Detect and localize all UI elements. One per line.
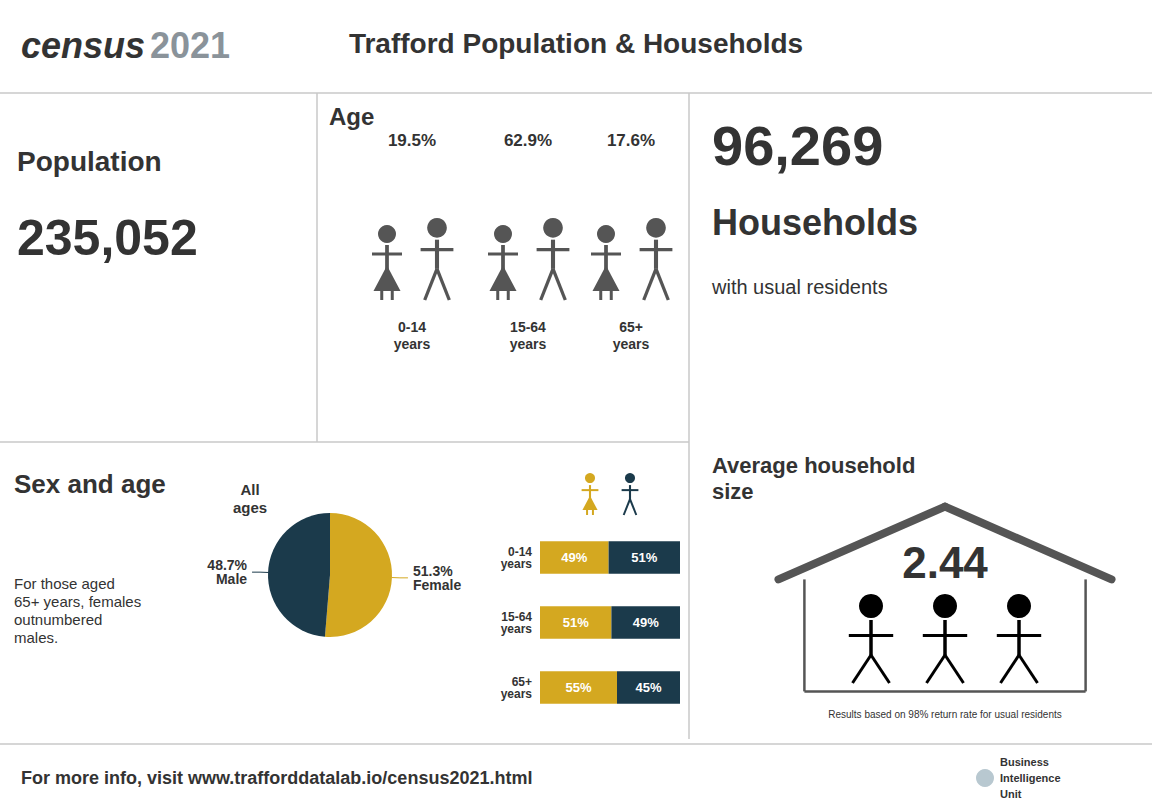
svg-text:Age: Age <box>329 103 374 130</box>
svg-text:size: size <box>712 479 754 504</box>
svg-text:0-14: 0-14 <box>508 544 532 559</box>
svg-text:51.3%: 51.3% <box>412 562 453 579</box>
svg-text:outnumbered: outnumbered <box>14 611 102 628</box>
svg-text:years: years <box>394 336 431 352</box>
svg-text:Unit: Unit <box>1000 788 1022 800</box>
svg-text:15-64: 15-64 <box>501 609 532 624</box>
svg-text:45%: 45% <box>635 680 661 695</box>
svg-text:55%: 55% <box>565 680 591 695</box>
svg-text:17.6%: 17.6% <box>607 131 655 150</box>
svg-text:65+: 65+ <box>511 674 532 689</box>
svg-text:62.9%: 62.9% <box>504 131 552 150</box>
svg-text:Households: Households <box>712 202 918 243</box>
svg-text:years: years <box>501 687 533 701</box>
svg-text:0-14: 0-14 <box>398 319 426 335</box>
svg-text:census: census <box>21 25 145 66</box>
svg-text:years: years <box>510 336 547 352</box>
svg-text:years: years <box>501 557 533 571</box>
svg-text:49%: 49% <box>633 615 659 630</box>
svg-text:Trafford Population & Househol: Trafford Population & Households <box>349 28 803 59</box>
svg-text:males.: males. <box>14 629 58 646</box>
svg-text:Average household: Average household <box>712 453 915 478</box>
svg-text:235,052: 235,052 <box>17 210 198 266</box>
svg-text:years: years <box>613 336 650 352</box>
svg-text:2021: 2021 <box>150 25 230 66</box>
svg-text:Results based on 98% return ra: Results based on 98% return rate for usu… <box>828 709 1061 720</box>
svg-text:All: All <box>240 481 259 498</box>
svg-text:51%: 51% <box>563 615 589 630</box>
svg-text:65+: 65+ <box>619 319 643 335</box>
svg-text:years: years <box>501 622 533 636</box>
svg-text:96,269: 96,269 <box>712 114 883 177</box>
svg-text:19.5%: 19.5% <box>388 131 436 150</box>
svg-text:For more info, visit www.traff: For more info, visit www.trafforddatalab… <box>21 768 532 788</box>
svg-text:51%: 51% <box>631 550 657 565</box>
svg-text:Sex and age: Sex and age <box>14 469 166 499</box>
svg-text:Intelligence: Intelligence <box>1000 772 1061 784</box>
svg-text:For those aged: For those aged <box>14 575 115 592</box>
svg-text:65+ years, females: 65+ years, females <box>14 593 141 610</box>
svg-text:48.7%: 48.7% <box>207 557 248 574</box>
svg-text:Business: Business <box>1000 756 1049 768</box>
svg-text:49%: 49% <box>561 550 587 565</box>
svg-text:with usual residents: with usual residents <box>711 276 888 298</box>
svg-text:Population: Population <box>17 146 162 177</box>
svg-text:ages: ages <box>233 499 267 516</box>
svg-text:Male: Male <box>216 571 247 587</box>
svg-text:2.44: 2.44 <box>902 538 988 587</box>
svg-text:15-64: 15-64 <box>510 319 546 335</box>
svg-text:Female: Female <box>413 577 461 593</box>
